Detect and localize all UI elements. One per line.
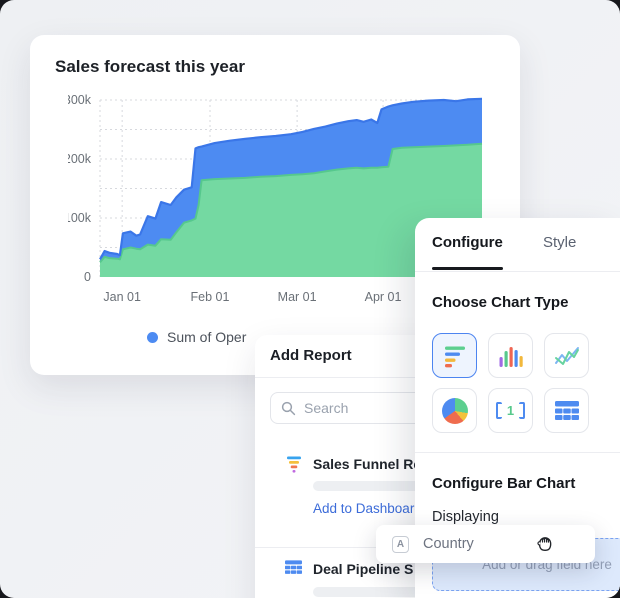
bracket-right bbox=[519, 402, 526, 419]
choose-chart-type-heading: Choose Chart Type bbox=[432, 294, 569, 311]
displaying-label: Displaying bbox=[432, 509, 499, 525]
line-chart-button[interactable] bbox=[544, 333, 589, 378]
column-chart-icon bbox=[499, 346, 523, 367]
chart-type-grid: 1 bbox=[432, 333, 589, 433]
card-title: Sales forecast this year bbox=[55, 57, 245, 76]
report-item-title[interactable]: Sales Funnel Re bbox=[313, 456, 422, 472]
tab-configure[interactable]: Configure bbox=[432, 234, 503, 251]
search-input[interactable] bbox=[304, 400, 434, 416]
column-chart-button[interactable] bbox=[488, 333, 533, 378]
svg-text:Feb 01: Feb 01 bbox=[191, 290, 230, 304]
table-chart-icon bbox=[554, 400, 579, 420]
sales-forecast-chart: 0 100k 200k 300k Jan 01 Feb 01 Mar 01 Apr 01 bbox=[68, 93, 483, 304]
search-icon bbox=[281, 401, 296, 415]
number-metric-icon: 1 bbox=[495, 402, 526, 419]
divider bbox=[415, 452, 620, 453]
horizontal-bar-chart-button[interactable] bbox=[432, 333, 477, 378]
svg-text:200k: 200k bbox=[68, 152, 92, 166]
skeleton-bar bbox=[313, 587, 443, 597]
bracket-left bbox=[495, 402, 502, 419]
table-chart-button[interactable] bbox=[544, 388, 589, 433]
svg-text:Jan 01: Jan 01 bbox=[103, 290, 141, 304]
report-item-title[interactable]: Deal Pipeline S bbox=[313, 561, 414, 577]
svg-text:100k: 100k bbox=[68, 211, 92, 225]
text-field-type-badge: A bbox=[392, 535, 409, 553]
pie-chart-icon bbox=[441, 397, 468, 424]
table-chart-icon bbox=[285, 560, 302, 574]
svg-text:Mar 01: Mar 01 bbox=[278, 290, 317, 304]
skeleton-bar bbox=[313, 481, 443, 491]
pie-chart-button[interactable] bbox=[432, 388, 477, 433]
sales-forecast-card: Sales forecast this year 0 100k 200k 300k Ja… bbox=[30, 35, 520, 375]
configure-bar-chart-heading: Configure Bar Chart bbox=[432, 475, 576, 492]
chart-legend: Sum of Oper bbox=[147, 329, 246, 345]
svg-text:0: 0 bbox=[84, 270, 91, 284]
line-chart-icon bbox=[554, 346, 579, 365]
number-one-glyph: 1 bbox=[506, 403, 515, 418]
tab-style[interactable]: Style bbox=[543, 234, 577, 251]
legend-dot-icon bbox=[147, 331, 158, 343]
active-tab-underline bbox=[432, 267, 503, 270]
add-report-title: Add Report bbox=[270, 347, 352, 364]
divider bbox=[415, 271, 620, 272]
legend-label: Sum of Oper bbox=[167, 329, 247, 345]
dragged-field-label: Country bbox=[423, 536, 474, 552]
grab-hand-cursor-icon bbox=[537, 537, 552, 552]
svg-text:Apr 01: Apr 01 bbox=[365, 290, 402, 304]
add-to-dashboard-link[interactable]: Add to Dashboard bbox=[313, 501, 422, 516]
funnel-chart-icon bbox=[287, 456, 301, 473]
horizontal-bar-chart-icon bbox=[444, 346, 465, 367]
svg-text:300k: 300k bbox=[68, 93, 92, 107]
dragged-field-card[interactable]: A Country bbox=[376, 525, 595, 563]
number-metric-button[interactable]: 1 bbox=[488, 388, 533, 433]
